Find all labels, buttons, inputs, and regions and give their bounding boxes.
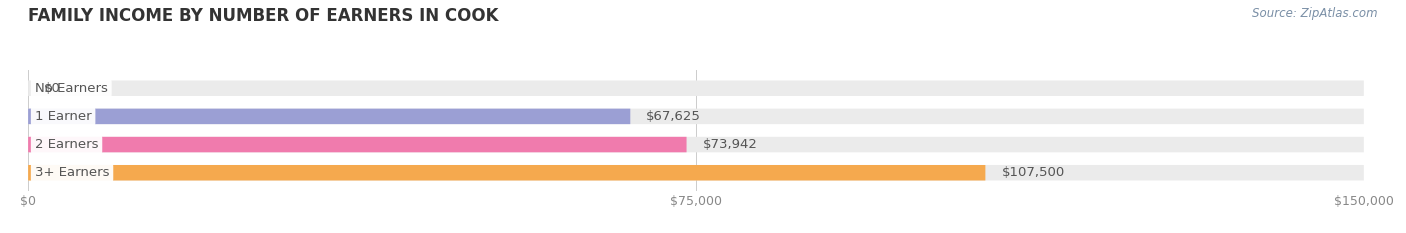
FancyBboxPatch shape bbox=[28, 165, 986, 181]
Text: $0: $0 bbox=[44, 82, 60, 95]
Text: 3+ Earners: 3+ Earners bbox=[35, 166, 110, 179]
Text: FAMILY INCOME BY NUMBER OF EARNERS IN COOK: FAMILY INCOME BY NUMBER OF EARNERS IN CO… bbox=[28, 7, 499, 25]
Text: $73,942: $73,942 bbox=[703, 138, 758, 151]
FancyBboxPatch shape bbox=[28, 109, 630, 124]
FancyBboxPatch shape bbox=[28, 165, 1364, 181]
Text: No Earners: No Earners bbox=[35, 82, 108, 95]
Text: 1 Earner: 1 Earner bbox=[35, 110, 91, 123]
Text: 2 Earners: 2 Earners bbox=[35, 138, 98, 151]
FancyBboxPatch shape bbox=[28, 109, 1364, 124]
FancyBboxPatch shape bbox=[28, 80, 1364, 96]
FancyBboxPatch shape bbox=[28, 137, 1364, 152]
Text: Source: ZipAtlas.com: Source: ZipAtlas.com bbox=[1253, 7, 1378, 20]
Text: $107,500: $107,500 bbox=[1001, 166, 1064, 179]
Text: $67,625: $67,625 bbox=[647, 110, 702, 123]
FancyBboxPatch shape bbox=[28, 137, 686, 152]
